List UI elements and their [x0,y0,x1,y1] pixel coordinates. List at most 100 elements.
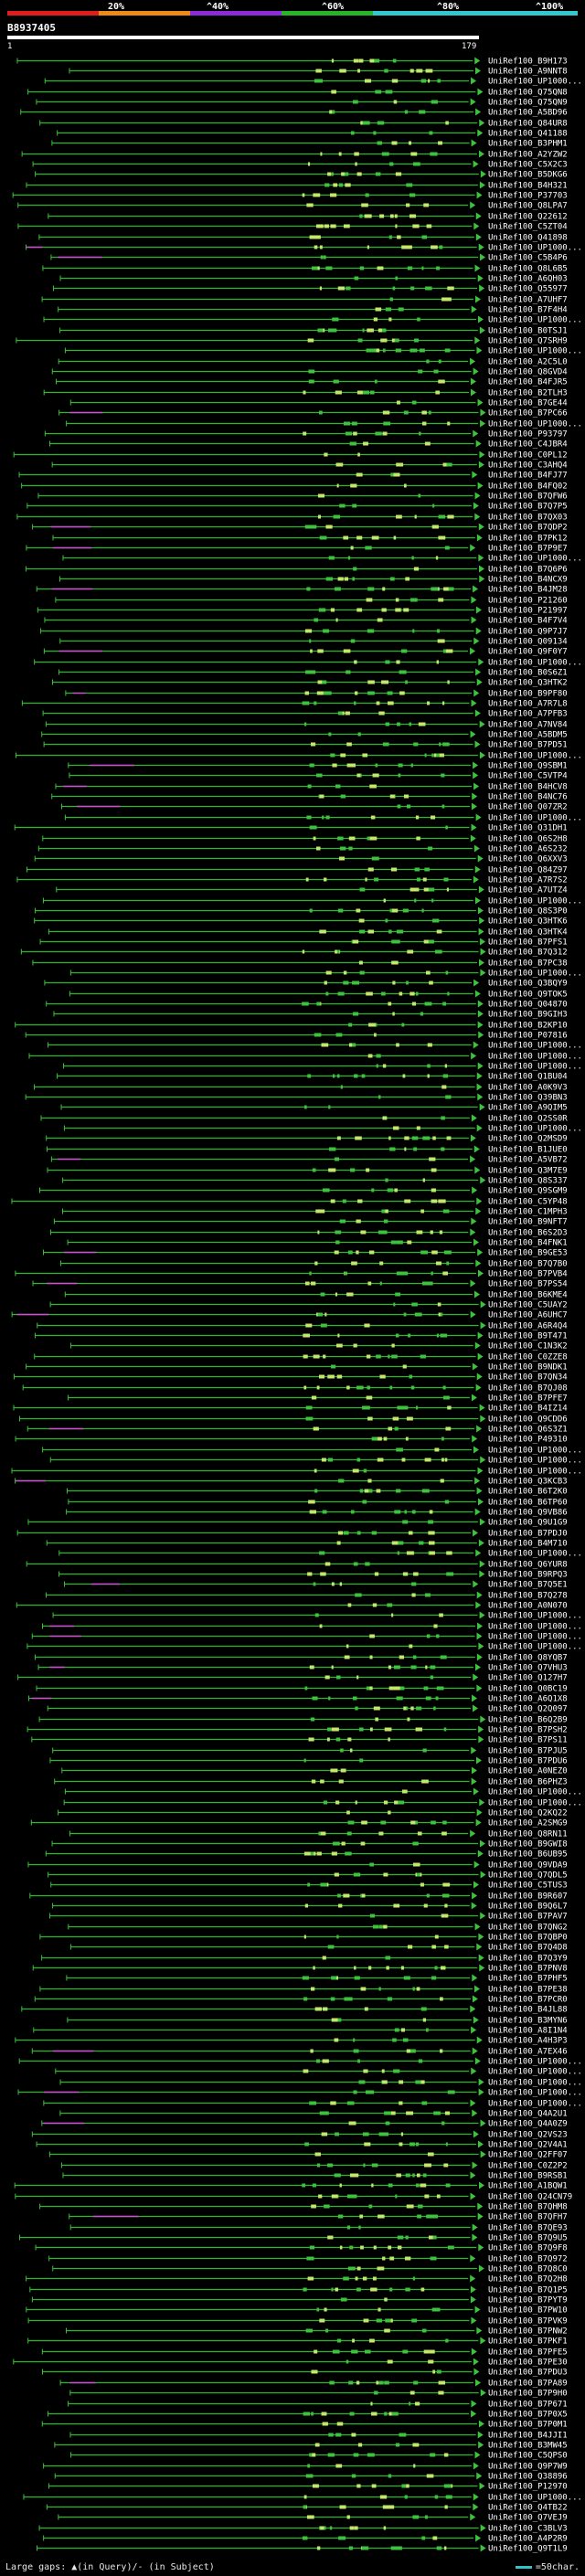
hit-arrow [478,885,484,894]
hit-label: UniRef100_B9H173 [488,58,568,67]
identity-block [327,1374,335,1379]
identity-block [346,1292,354,1297]
identity-block [316,266,320,270]
identity-block [322,2007,328,2011]
identity-block [382,1116,388,1120]
hit-row [69,969,486,977]
identity-block [340,794,345,799]
identity-block [335,1230,342,1235]
hit-row [27,1642,484,1650]
hit-arrow [477,1352,484,1361]
identity-block [343,224,350,228]
hit-label: UniRef100_A4P2R9 [488,2535,568,2544]
identity-block [393,472,400,477]
identity-block [339,846,346,851]
identity-block [392,1012,395,1016]
identity-block [432,1136,436,1140]
hit-row [27,1860,480,1869]
hit-arrow [471,1217,477,1225]
identity-block [407,266,413,270]
identity-block [336,1136,341,1140]
hit-label: UniRef100_Q6XXV3 [488,855,568,864]
hit-arrow [477,1498,484,1506]
hit-arrow [470,1134,476,1142]
hit-row [66,1508,481,1516]
hit-label: UniRef100_B7PDU6 [488,1757,568,1766]
identity-block [356,908,361,913]
identity-block [382,431,388,436]
identity-block [389,214,394,218]
identity-block [382,348,386,353]
hit-arrow [473,1290,480,1299]
hit-arrow [476,1425,483,1433]
identity-block [303,1997,308,2001]
identity-block [436,1686,444,1691]
identity-block [357,2059,360,2063]
hit-arrow [471,802,477,811]
identity-block [353,58,359,63]
identity-block [405,2287,410,2292]
hit-label: UniRef100_B2KP10 [488,1022,568,1031]
identity-block [322,2059,329,2063]
hit-arrow [476,191,483,199]
hit-label: UniRef100_UP1000... [488,1042,582,1051]
identity-block [327,1727,332,1732]
identity-block [431,525,439,529]
hit-label: UniRef100_Q9U1G9 [488,1519,568,1528]
hit-arrow [474,57,481,65]
identity-block [355,1593,362,1597]
identity-block [340,1085,343,1089]
identity-block [418,2059,423,2063]
hit-row [26,2274,476,2283]
identity-block [329,2526,333,2530]
identity-block [401,1271,409,1276]
hit-arrow [477,274,484,282]
identity-block [311,2369,318,2374]
identity-block [335,1240,340,1245]
identity-block [412,2515,420,2519]
identity-block [443,1250,452,1255]
identity-block [412,1841,419,1846]
hit-arrow [474,1985,481,1993]
identity-block [441,773,445,778]
identity-block [436,1333,440,1338]
hit-label: UniRef100_A6QH03 [488,275,568,284]
identity-block [431,2307,440,2312]
identity-block [412,2276,416,2281]
hit-row [32,1964,485,1972]
hit-row [70,1341,481,1350]
identity-block [437,1302,441,1307]
identity-block [360,1987,367,1991]
identity-block [385,918,388,923]
identity-block [346,763,354,768]
identity-block [375,763,378,768]
identity-block [334,1872,339,1877]
identity-block [364,2349,371,2354]
identity-block [373,1706,380,1711]
identity-block [367,1054,373,1058]
hit-row [59,637,480,645]
hit-arrow [475,67,482,75]
identity-block [346,1831,352,1836]
identity-block [322,1956,326,1960]
hit-label: UniRef100_B7Q5E1 [488,1581,568,1590]
identity-block [405,577,410,581]
identity-block [323,1800,328,1805]
hit-row [58,1570,485,1578]
hit-row [42,896,481,905]
hit-row [39,1186,478,1194]
identity-block [313,1354,320,1359]
identity-block [353,2038,356,2042]
identity-block [421,2328,427,2333]
hit-row [36,1684,483,1692]
hit-label: UniRef100_B7PC66 [488,409,568,419]
identity-block [395,1333,399,1338]
hit-row [26,1560,485,1568]
identity-block [313,193,321,197]
identity-block [309,1271,312,1276]
hit-row [34,1331,484,1340]
hit-row [34,1653,483,1661]
identity-block [394,1426,399,1431]
hit-arrow [477,854,484,863]
hit-arrow [473,1787,479,1796]
